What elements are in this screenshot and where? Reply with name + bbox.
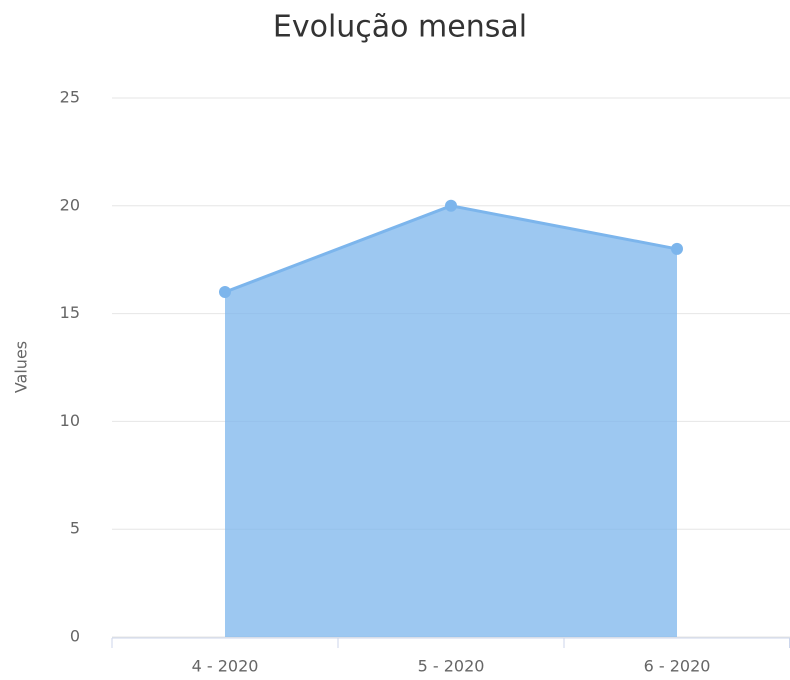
point bbox=[219, 286, 231, 299]
y-tick-label: 5 bbox=[70, 519, 80, 538]
point bbox=[671, 242, 683, 255]
y-axis-label: Values bbox=[12, 341, 31, 393]
y-tick-label: 0 bbox=[70, 627, 80, 646]
x-tick-label: 6 - 2020 bbox=[644, 657, 711, 676]
x-tick-label: 4 - 2020 bbox=[192, 657, 259, 676]
area bbox=[225, 205, 677, 638]
x-tick-label: 5 - 2020 bbox=[418, 657, 485, 676]
y-tick-label: 20 bbox=[60, 195, 80, 214]
y-tick-label: 10 bbox=[60, 411, 80, 430]
chart-title: Evolução mensal bbox=[273, 10, 527, 45]
point bbox=[445, 199, 457, 212]
y-tick-label: 15 bbox=[60, 303, 80, 322]
y-tick-label: 25 bbox=[60, 88, 80, 107]
